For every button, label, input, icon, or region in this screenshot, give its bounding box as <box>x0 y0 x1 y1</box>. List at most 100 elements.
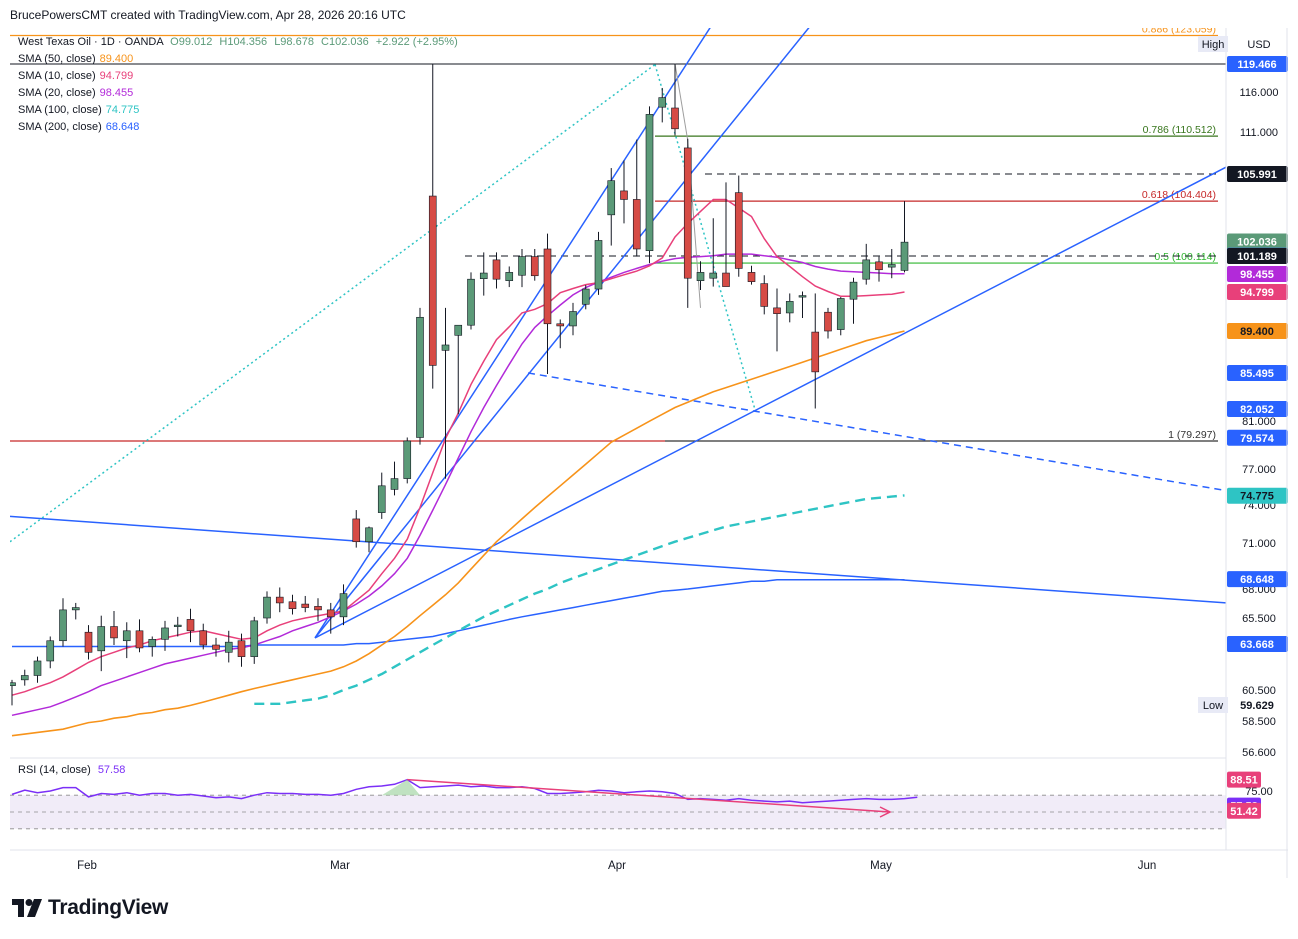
candle-body-59[interactable] <box>760 283 769 307</box>
candle-body-5[interactable] <box>71 607 80 611</box>
candle-body-55[interactable] <box>709 272 718 279</box>
symbol-row: West Texas Oil · 1D · OANDA O99.012 H104… <box>18 34 458 51</box>
tradingview-logo-icon <box>12 899 42 917</box>
x-month-0: Feb <box>77 860 97 872</box>
channel-lower <box>314 166 1227 639</box>
candle-body-44[interactable] <box>569 311 577 327</box>
candle-body-49[interactable] <box>632 199 641 250</box>
candle-body-57[interactable] <box>734 192 743 269</box>
candle-body-18[interactable] <box>237 640 246 657</box>
candle-body-40[interactable] <box>518 256 526 276</box>
price-label-bg-0 <box>1227 56 1288 72</box>
candle-body-13[interactable] <box>173 624 182 627</box>
candle-body-24[interactable] <box>314 606 322 611</box>
candle-body-62[interactable] <box>798 295 807 298</box>
candle-body-69[interactable] <box>887 264 896 268</box>
candle-body-4[interactable] <box>59 609 67 642</box>
sma50-legend[interactable]: SMA (50, close) 89.400 <box>18 51 458 68</box>
candle-body-35[interactable] <box>454 324 463 336</box>
candle-body-25[interactable] <box>326 609 335 618</box>
candle-body-47[interactable] <box>607 180 616 216</box>
candle-body-61[interactable] <box>785 301 794 314</box>
candle-body-31[interactable] <box>403 440 412 479</box>
candle-body-3[interactable] <box>46 640 55 662</box>
candle-body-16[interactable] <box>212 644 220 650</box>
candle-body-45[interactable] <box>581 288 590 305</box>
sma100-line <box>254 494 905 705</box>
candle-body-46[interactable] <box>594 240 603 290</box>
candle-body-22[interactable] <box>288 601 297 610</box>
candle-body-26[interactable] <box>339 593 348 618</box>
price-label-bg-10 <box>1227 429 1288 446</box>
candle-body-34[interactable] <box>441 344 450 351</box>
candle-body-19[interactable] <box>250 620 259 657</box>
candle-body-10[interactable] <box>135 630 144 649</box>
candle-body-51[interactable] <box>658 97 667 108</box>
candle-body-20[interactable] <box>263 596 271 619</box>
y-tick-0: 116.000 <box>1240 87 1279 99</box>
rsi-legend[interactable]: RSI (14, close) 57.58 <box>18 764 125 776</box>
candle-body-6[interactable] <box>84 631 93 653</box>
candle-body-33[interactable] <box>428 195 437 366</box>
candle-body-32[interactable] <box>416 316 424 438</box>
symbol-name: West Texas Oil · 1D · OANDA <box>18 36 164 48</box>
candle-body-58[interactable] <box>747 272 756 282</box>
candle-body-50[interactable] <box>645 114 654 251</box>
sma20-label: SMA (20, close) <box>18 87 96 99</box>
candle-body-28[interactable] <box>365 527 373 543</box>
sma200-line <box>12 579 905 648</box>
price-chart[interactable]: 0.886 (123.059) 0.786 (110.512) 0.618 (104… <box>10 28 1288 878</box>
candle-body-23[interactable] <box>301 603 310 608</box>
y-tick-5: 71.000 <box>1242 538 1276 550</box>
candle-body-2[interactable] <box>33 660 42 676</box>
ohlc-high: H104.356 <box>219 36 268 48</box>
low-tag: Low <box>1203 700 1223 712</box>
candle-body-27[interactable] <box>352 518 361 543</box>
candle-body-52[interactable] <box>671 107 679 130</box>
candle-body-68[interactable] <box>875 261 883 271</box>
tradingview-logo[interactable]: TradingView <box>12 896 168 920</box>
candle-body-56[interactable] <box>722 272 730 287</box>
candle-body-1[interactable] <box>20 675 29 681</box>
candle-body-30[interactable] <box>390 478 399 490</box>
candle-body-43[interactable] <box>556 323 565 327</box>
candle-body-36[interactable] <box>467 278 475 326</box>
candle-body-48[interactable] <box>620 190 628 200</box>
candle-body-65[interactable] <box>836 298 845 330</box>
sma10-legend[interactable]: SMA (10, close) 94.799 <box>18 68 458 85</box>
candle-body-60[interactable] <box>773 307 781 314</box>
candle-body-38[interactable] <box>492 259 501 280</box>
sma200-legend[interactable]: SMA (200, close) 68.648 <box>18 119 458 136</box>
candle-body-7[interactable] <box>97 626 106 652</box>
rsi-label: RSI (14, close) <box>18 764 91 776</box>
candle-body-63[interactable] <box>811 331 820 373</box>
candle-body-39[interactable] <box>505 272 514 281</box>
x-month-2: Apr <box>608 860 626 872</box>
candle-body-17[interactable] <box>224 641 233 653</box>
candle-body-42[interactable] <box>543 248 552 325</box>
candle-body-12[interactable] <box>161 627 169 640</box>
candle-body-21[interactable] <box>275 596 284 604</box>
candle-body-67[interactable] <box>862 259 871 280</box>
candle-body-14[interactable] <box>186 619 195 632</box>
candle-body-37[interactable] <box>479 272 488 280</box>
candle-body-11[interactable] <box>148 639 157 647</box>
candle-body-29[interactable] <box>377 485 386 513</box>
candle-body-66[interactable] <box>849 281 858 300</box>
rsi-price-label-bg-0 <box>1227 771 1261 788</box>
candle-body-41[interactable] <box>530 256 539 277</box>
candle-body-15[interactable] <box>199 630 208 646</box>
candle-body-9[interactable] <box>122 630 131 642</box>
candle-body-54[interactable] <box>696 272 705 281</box>
candle-body-53[interactable] <box>683 147 692 279</box>
candle-body-64[interactable] <box>824 311 832 332</box>
candle-body-8[interactable] <box>110 626 118 639</box>
sma100-legend[interactable]: SMA (100, close) 74.775 <box>18 102 458 119</box>
rsi-line <box>11 778 918 804</box>
fib-label-2: 0.618 (104.404) <box>1142 189 1216 201</box>
candle-body-0[interactable] <box>10 682 16 686</box>
rsi-price-label-2: 51.42 <box>1230 806 1258 818</box>
price-label-bg-15 <box>1227 697 1288 713</box>
candle-body-70[interactable] <box>900 241 909 271</box>
sma20-legend[interactable]: SMA (20, close) 98.455 <box>18 85 458 102</box>
